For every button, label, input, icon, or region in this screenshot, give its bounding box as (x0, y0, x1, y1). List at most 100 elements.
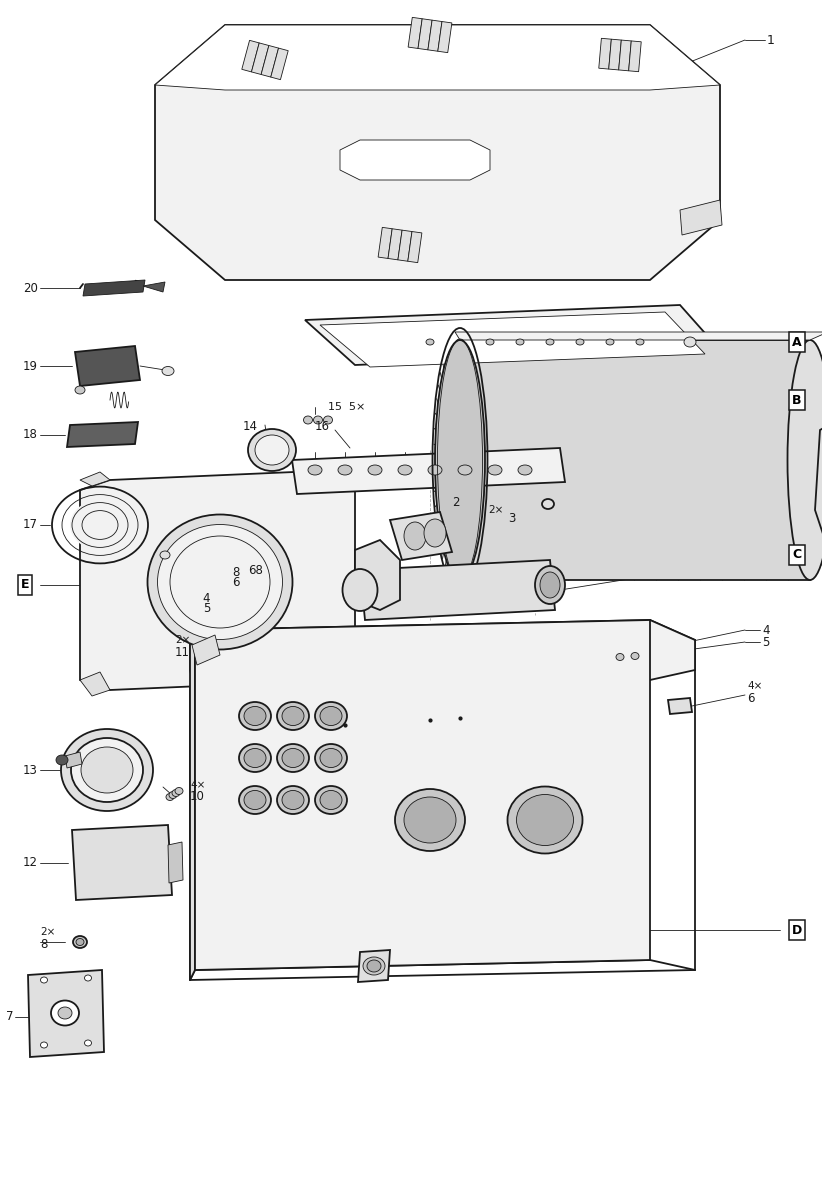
Ellipse shape (308, 464, 322, 475)
Ellipse shape (282, 749, 304, 768)
Text: 18: 18 (23, 428, 38, 442)
Polygon shape (72, 826, 172, 900)
Text: 4×: 4× (190, 780, 206, 790)
Ellipse shape (40, 977, 48, 983)
Ellipse shape (315, 744, 347, 772)
Polygon shape (252, 43, 269, 74)
Ellipse shape (516, 794, 574, 846)
Polygon shape (270, 48, 289, 79)
Ellipse shape (636, 338, 644, 346)
Text: 2: 2 (452, 497, 459, 510)
Ellipse shape (244, 791, 266, 810)
Text: 8: 8 (232, 565, 239, 578)
Text: 4: 4 (762, 624, 769, 636)
Text: 6: 6 (747, 691, 755, 704)
Ellipse shape (458, 464, 472, 475)
Ellipse shape (85, 1040, 91, 1046)
Ellipse shape (424, 518, 446, 547)
Text: 8: 8 (40, 937, 48, 950)
Ellipse shape (239, 786, 271, 814)
Polygon shape (83, 280, 145, 296)
Ellipse shape (147, 515, 293, 649)
Polygon shape (428, 20, 442, 52)
Ellipse shape (40, 1042, 48, 1048)
Ellipse shape (540, 572, 560, 598)
Polygon shape (460, 340, 810, 580)
Ellipse shape (507, 786, 583, 853)
Polygon shape (629, 41, 641, 72)
Text: B: B (792, 394, 801, 407)
Ellipse shape (320, 791, 342, 810)
Polygon shape (320, 312, 705, 367)
Text: 16: 16 (315, 420, 330, 433)
Text: 6: 6 (232, 576, 239, 589)
Text: 17: 17 (23, 518, 38, 532)
Polygon shape (143, 282, 165, 292)
Polygon shape (388, 229, 402, 260)
Polygon shape (340, 140, 490, 180)
Ellipse shape (277, 786, 309, 814)
Text: 20: 20 (23, 282, 38, 294)
Ellipse shape (282, 791, 304, 810)
Ellipse shape (324, 416, 333, 424)
Text: 19: 19 (23, 360, 38, 372)
Ellipse shape (456, 338, 464, 346)
Text: 14: 14 (243, 420, 258, 433)
Polygon shape (67, 422, 138, 446)
Text: 2×: 2× (488, 505, 503, 515)
Ellipse shape (404, 522, 426, 550)
Ellipse shape (606, 338, 614, 346)
Ellipse shape (303, 416, 312, 424)
Ellipse shape (313, 416, 322, 424)
Ellipse shape (315, 786, 347, 814)
Ellipse shape (73, 936, 87, 948)
Polygon shape (261, 46, 279, 77)
Polygon shape (195, 620, 650, 970)
Ellipse shape (244, 749, 266, 768)
Text: 1: 1 (767, 34, 775, 47)
Ellipse shape (76, 938, 84, 946)
Ellipse shape (395, 790, 465, 851)
Ellipse shape (162, 366, 174, 376)
Ellipse shape (320, 749, 342, 768)
Ellipse shape (428, 464, 442, 475)
Ellipse shape (338, 464, 352, 475)
Polygon shape (680, 200, 722, 235)
Polygon shape (190, 630, 195, 980)
Ellipse shape (616, 654, 624, 660)
Polygon shape (242, 41, 259, 72)
Ellipse shape (404, 797, 456, 842)
Ellipse shape (320, 707, 342, 726)
Polygon shape (455, 332, 822, 340)
Ellipse shape (158, 524, 283, 640)
Text: 4×: 4× (747, 680, 762, 691)
Ellipse shape (488, 464, 502, 475)
Ellipse shape (75, 386, 85, 394)
Polygon shape (80, 472, 110, 486)
Polygon shape (28, 970, 104, 1057)
Polygon shape (168, 842, 183, 883)
Ellipse shape (172, 790, 180, 797)
Ellipse shape (631, 653, 639, 660)
Ellipse shape (684, 337, 696, 347)
Ellipse shape (255, 434, 289, 464)
Ellipse shape (398, 464, 412, 475)
Text: 4: 4 (202, 592, 210, 605)
Polygon shape (80, 470, 355, 690)
Polygon shape (292, 448, 565, 494)
Ellipse shape (248, 428, 296, 470)
Polygon shape (418, 19, 432, 50)
Ellipse shape (70, 500, 130, 550)
Text: D: D (792, 924, 802, 936)
Polygon shape (408, 17, 423, 48)
Polygon shape (192, 635, 220, 665)
Polygon shape (815, 410, 822, 540)
Ellipse shape (542, 499, 554, 509)
Text: 68: 68 (248, 564, 263, 576)
Ellipse shape (343, 569, 377, 611)
Ellipse shape (58, 1007, 72, 1019)
Polygon shape (305, 305, 720, 365)
Polygon shape (80, 672, 110, 696)
Ellipse shape (239, 744, 271, 772)
Polygon shape (358, 950, 390, 982)
